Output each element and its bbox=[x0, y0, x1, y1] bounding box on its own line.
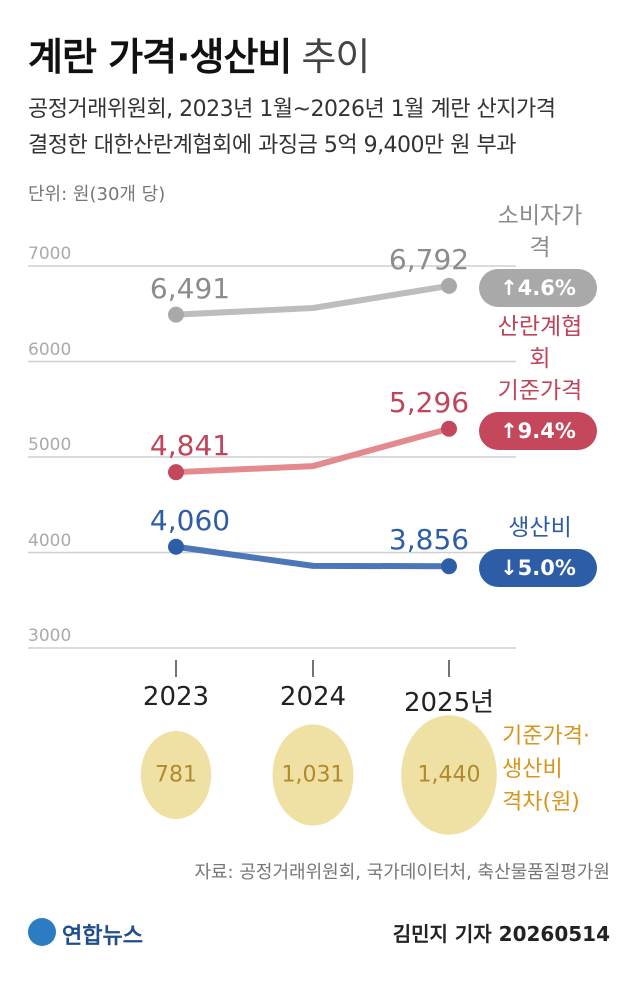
series-line bbox=[175, 282, 450, 318]
gap-egg bbox=[401, 715, 497, 835]
gap-label: 기준가격· 생산비 격차(원) bbox=[502, 724, 590, 815]
y-tick-label: 6000 bbox=[28, 339, 72, 360]
value-label: 6,491 bbox=[149, 271, 231, 305]
x-tick-label: 2024 bbox=[279, 682, 347, 712]
logo-icon bbox=[28, 918, 56, 946]
value-label: 3,856 bbox=[388, 523, 470, 557]
y-tick-label: 5000 bbox=[28, 435, 72, 455]
y-tick-label: 7000 bbox=[28, 244, 72, 264]
gap-value-label: 1,031 bbox=[281, 762, 345, 788]
value-label: 5,296 bbox=[388, 385, 470, 419]
change-badge: ↓5.0% bbox=[479, 549, 597, 588]
logo: 연합뉴스 bbox=[62, 924, 143, 949]
unit-label: 단위: 원(30개 당) bbox=[28, 184, 166, 205]
series-line bbox=[175, 425, 450, 476]
point bbox=[168, 306, 184, 323]
value-label: 6,792 bbox=[388, 242, 470, 276]
change-badge: ↑4.6% bbox=[479, 268, 597, 307]
gap-value-label: 781 bbox=[155, 762, 197, 788]
point bbox=[168, 464, 184, 481]
source: 자료: 공정거래위원회, 국가데이터처, 축산물품질평가원 bbox=[194, 862, 610, 883]
x-tick-label: 2023 bbox=[142, 682, 210, 712]
x-tick-label: 2025년 bbox=[403, 688, 495, 718]
gap-value-label: 1,440 bbox=[417, 762, 481, 788]
series-line bbox=[175, 543, 450, 570]
y-tick-label: 3000 bbox=[28, 626, 72, 646]
legend-entry: 산란계협회 기준가격 bbox=[497, 313, 583, 404]
legend-entry: 소비자가격 bbox=[497, 202, 583, 261]
point bbox=[441, 420, 457, 437]
value-label: 4,060 bbox=[149, 503, 231, 537]
subtitle: 공정거래위원회, 2023년 1월~2026년 1월 계란 산지가격 결정한 대… bbox=[28, 97, 556, 158]
point bbox=[441, 277, 457, 294]
title-bold: 계란 가격·생산비 bbox=[28, 35, 292, 79]
point bbox=[441, 558, 457, 575]
byline: 김민지 기자 20260514 bbox=[392, 922, 610, 946]
change-badge: ↑9.4% bbox=[479, 411, 597, 450]
legend-entry: 생산비 bbox=[508, 515, 572, 542]
value-label: 4,841 bbox=[149, 429, 231, 463]
gap-egg bbox=[140, 730, 212, 820]
chart-title: 계란 가격·생산비 추이 bbox=[28, 26, 370, 81]
title-light: 추이 bbox=[301, 35, 370, 79]
point bbox=[168, 538, 184, 555]
gap-egg bbox=[272, 724, 354, 826]
y-tick-label: 4000 bbox=[28, 530, 72, 551]
